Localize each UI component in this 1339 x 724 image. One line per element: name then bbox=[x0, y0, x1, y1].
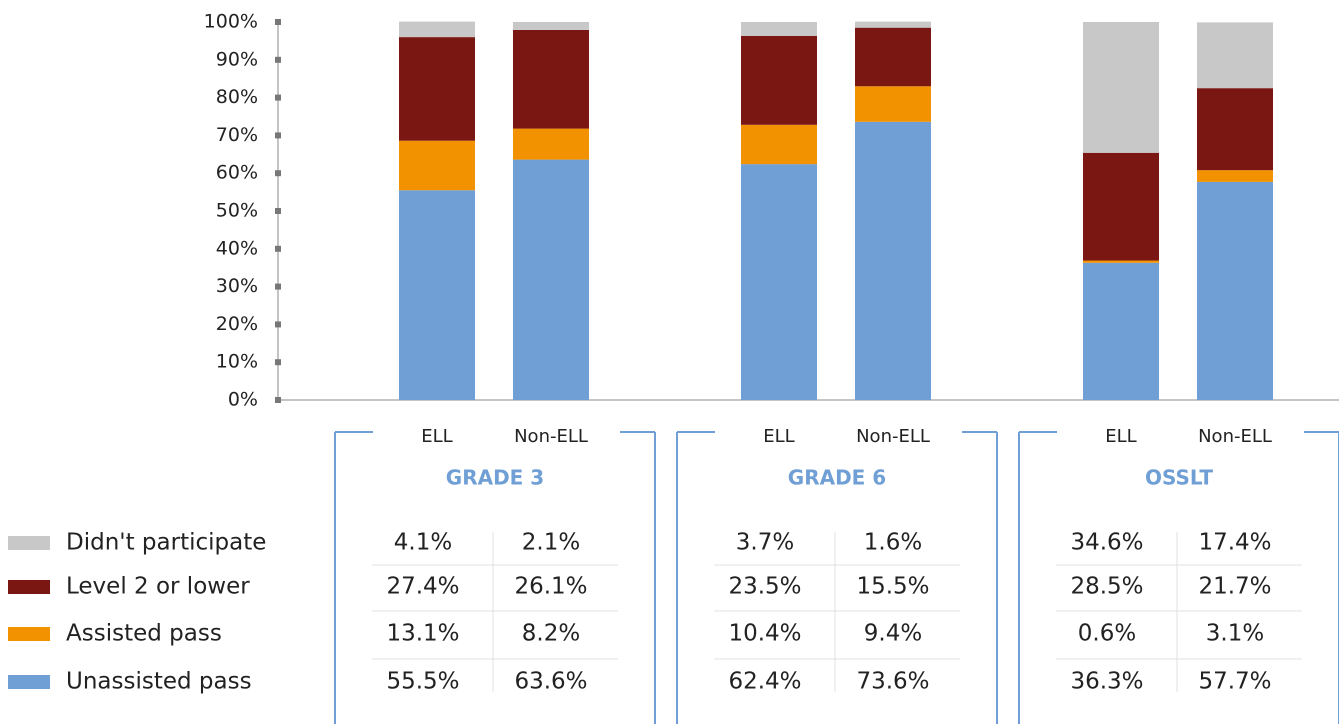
bar-segment bbox=[399, 190, 475, 400]
y-tick bbox=[275, 321, 281, 328]
legend-label: Assisted pass bbox=[66, 621, 222, 647]
legend-label: Level 2 or lower bbox=[66, 574, 250, 600]
y-tick bbox=[275, 170, 281, 177]
bar-segment bbox=[399, 140, 475, 191]
legend-swatch bbox=[8, 580, 50, 594]
table-cell: 3.7% bbox=[736, 530, 794, 556]
table-cell: 3.1% bbox=[1206, 621, 1264, 647]
table-cell: 17.4% bbox=[1198, 530, 1271, 556]
y-tick-label: 80% bbox=[216, 86, 258, 108]
table-cell: 0.6% bbox=[1078, 621, 1136, 647]
bar-segment bbox=[399, 37, 475, 141]
x-tick-label: ELL bbox=[763, 426, 794, 447]
bar-segment bbox=[855, 27, 931, 87]
bar-segment bbox=[513, 128, 589, 160]
bar-segment bbox=[1083, 152, 1159, 261]
y-tick bbox=[275, 283, 281, 290]
table-cell: 2.1% bbox=[522, 530, 580, 556]
table-cell: 34.6% bbox=[1070, 530, 1143, 556]
group-label: GRADE 6 bbox=[788, 466, 886, 490]
table-cell: 36.3% bbox=[1070, 669, 1143, 695]
y-tick-label: 60% bbox=[216, 162, 258, 184]
y-tick bbox=[275, 94, 281, 101]
bar-segment bbox=[855, 21, 931, 28]
y-tick bbox=[275, 56, 281, 63]
bar-segment bbox=[741, 35, 817, 125]
table-cell: 9.4% bbox=[864, 621, 922, 647]
y-tick-label: 50% bbox=[216, 200, 258, 222]
table-cell: 8.2% bbox=[522, 621, 580, 647]
y-tick-label: 90% bbox=[216, 48, 258, 70]
bar-segment bbox=[1197, 88, 1273, 171]
bar-segment bbox=[1083, 22, 1159, 153]
table-cell: 23.5% bbox=[728, 574, 801, 600]
table-cell: 13.1% bbox=[386, 621, 459, 647]
y-tick bbox=[275, 359, 281, 366]
legend-swatch bbox=[8, 536, 50, 550]
y-tick bbox=[275, 208, 281, 214]
x-tick-label: Non-ELL bbox=[856, 426, 930, 447]
y-tick bbox=[275, 245, 281, 252]
bar-segment bbox=[513, 29, 589, 129]
table-cell: 27.4% bbox=[386, 574, 459, 600]
y-tick-label: 30% bbox=[216, 275, 258, 297]
y-tick bbox=[275, 132, 281, 139]
bar-segment bbox=[399, 21, 475, 38]
bar-segment bbox=[513, 159, 589, 400]
x-tick-label: ELL bbox=[421, 426, 452, 447]
bar-segment bbox=[855, 121, 931, 401]
bar-segment bbox=[1197, 170, 1273, 182]
table-cell: 62.4% bbox=[728, 669, 801, 695]
table-cell: 63.6% bbox=[514, 669, 587, 695]
y-tick-label: 100% bbox=[204, 11, 258, 33]
bar-segment bbox=[1083, 260, 1159, 263]
bar-segment bbox=[741, 164, 817, 400]
legend-swatch bbox=[8, 675, 50, 689]
x-tick-label: ELL bbox=[1105, 426, 1136, 447]
table-cell: 57.7% bbox=[1198, 669, 1271, 695]
y-tick-label: 70% bbox=[216, 124, 258, 146]
table-cell: 10.4% bbox=[728, 621, 801, 647]
y-tick-label: 10% bbox=[216, 351, 258, 373]
legend-swatch bbox=[8, 627, 50, 641]
bar-segment bbox=[741, 124, 817, 165]
x-tick-label: Non-ELL bbox=[1198, 426, 1272, 447]
table-cell: 1.6% bbox=[864, 530, 922, 556]
x-tick-label: Non-ELL bbox=[514, 426, 588, 447]
bar-segment bbox=[1083, 262, 1159, 400]
y-tick-label: 0% bbox=[228, 389, 258, 411]
table-cell: 21.7% bbox=[1198, 574, 1271, 600]
bar-segment bbox=[741, 22, 817, 36]
table-cell: 15.5% bbox=[856, 574, 929, 600]
group-label: GRADE 3 bbox=[446, 466, 544, 490]
y-tick-label: 40% bbox=[216, 237, 258, 259]
legend-label: Didn't participate bbox=[66, 530, 266, 556]
table-cell: 73.6% bbox=[856, 669, 929, 695]
bar-segment bbox=[1197, 22, 1273, 89]
y-tick-label: 20% bbox=[216, 313, 258, 335]
bar-segment bbox=[513, 22, 589, 30]
y-tick bbox=[275, 397, 281, 403]
table-cell: 26.1% bbox=[514, 574, 587, 600]
table-cell: 28.5% bbox=[1070, 574, 1143, 600]
group-label: OSSLT bbox=[1145, 466, 1213, 490]
table-cell: 4.1% bbox=[394, 530, 452, 556]
y-tick bbox=[275, 19, 281, 25]
bar-segment bbox=[1197, 181, 1273, 400]
legend-label: Unassisted pass bbox=[66, 669, 252, 695]
bar-segment bbox=[855, 86, 931, 122]
table-cell: 55.5% bbox=[386, 669, 459, 695]
